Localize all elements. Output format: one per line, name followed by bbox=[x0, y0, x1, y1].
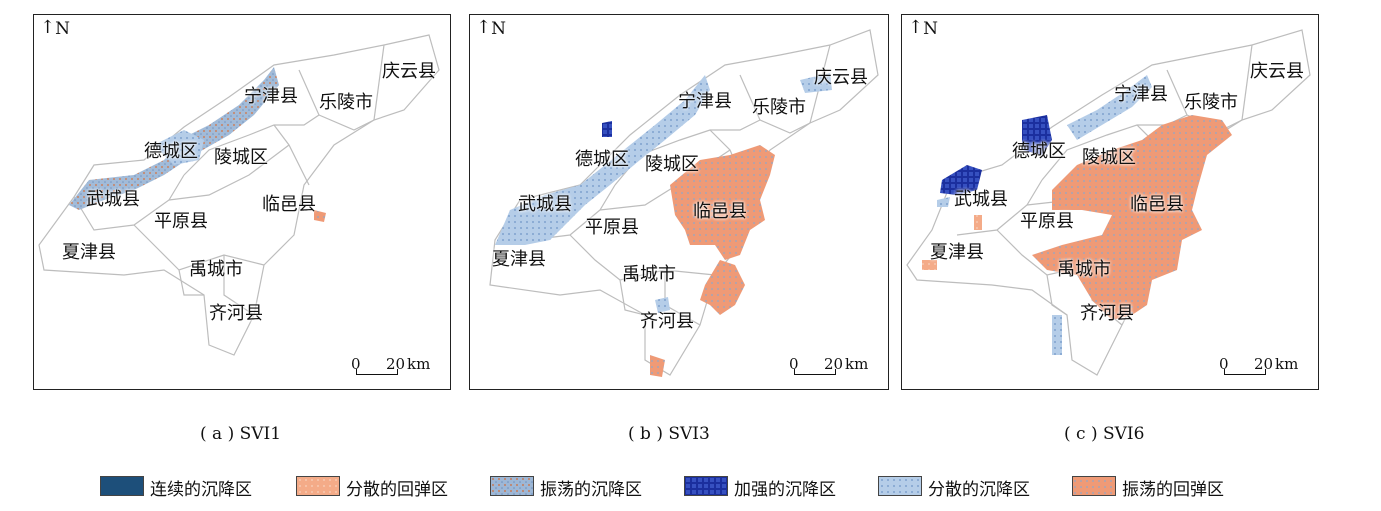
scale-bar: 0 20 km bbox=[786, 355, 876, 379]
county-label-pingyuan: 平原县 bbox=[154, 211, 208, 232]
county-label-xiajin: 夏津县 bbox=[492, 249, 546, 270]
county-label-qihe: 齐河县 bbox=[640, 311, 694, 332]
caption-svi3: ( b ) SVI3 bbox=[628, 424, 710, 444]
county-label-decheng: 德城区 bbox=[575, 149, 629, 170]
county-label-xiajin: 夏津县 bbox=[930, 242, 984, 263]
caption-svi6: ( c ) SVI6 bbox=[1064, 424, 1145, 444]
svi1-regions bbox=[69, 67, 326, 222]
scale-zero: 0 bbox=[789, 355, 799, 373]
legend-label: 振荡的回弹区 bbox=[1122, 480, 1224, 500]
county-label-decheng: 德城区 bbox=[144, 141, 198, 162]
county-label-wucheng: 武城县 bbox=[86, 189, 140, 210]
legend-label: 加强的沉降区 bbox=[734, 480, 836, 500]
map-canvas bbox=[906, 29, 1311, 376]
scale-bar: 0 20 km bbox=[1216, 355, 1306, 379]
county-label-lingcheng: 陵城区 bbox=[214, 147, 268, 168]
county-label-leling: 乐陵市 bbox=[752, 97, 806, 118]
north-arrow-icon: ↑ bbox=[908, 17, 924, 38]
legend-label: 振荡的沉降区 bbox=[540, 480, 642, 500]
scale-unit: km bbox=[407, 355, 431, 373]
svi6-regions bbox=[922, 75, 1232, 355]
county-label-leling: 乐陵市 bbox=[319, 92, 373, 113]
map-panel-svi3: ↑N 庆云县 宁津县 乐陵市 德城区 陵城区 武城县 临邑县 平原县 夏津县 禹… bbox=[469, 14, 889, 390]
legend-swatch bbox=[1072, 476, 1116, 496]
county-label-pingyuan: 平原县 bbox=[585, 217, 639, 238]
legend-swatch bbox=[100, 476, 144, 496]
county-label-lingcheng: 陵城区 bbox=[1082, 147, 1136, 168]
county-label-linyi: 临邑县 bbox=[693, 201, 747, 222]
county-label-wucheng: 武城县 bbox=[518, 194, 572, 215]
county-label-linyi: 临邑县 bbox=[1130, 194, 1184, 215]
map-canvas bbox=[489, 29, 879, 377]
county-label-lingcheng: 陵城区 bbox=[645, 154, 699, 175]
legend: 连续的沉降区 分散的回弹区 振荡的沉降区 加强的沉降区 分散的沉降区 振荡的回弹… bbox=[100, 474, 1260, 500]
scale-bar-line bbox=[356, 369, 398, 375]
county-label-ningjin: 宁津县 bbox=[678, 91, 732, 112]
north-arrow-icon: ↑ bbox=[476, 17, 492, 38]
county-label-leling: 乐陵市 bbox=[1184, 92, 1238, 113]
county-label-pingyuan: 平原县 bbox=[1020, 211, 1074, 232]
map-panel-svi1: ↑N 庆云县 宁津县 乐陵市 德城区 陵城区 武城县 临邑县 平原县 夏津县 禹… bbox=[33, 14, 451, 390]
legend-label: 连续的沉降区 bbox=[150, 480, 252, 500]
county-label-xiajin: 夏津县 bbox=[62, 242, 116, 263]
svi3-regions bbox=[495, 73, 832, 377]
scale-unit: km bbox=[1275, 355, 1299, 373]
scale-bar: 0 20 km bbox=[348, 355, 438, 379]
county-label-decheng: 德城区 bbox=[1012, 141, 1066, 162]
north-arrow: ↑N bbox=[40, 17, 70, 40]
legend-swatch bbox=[684, 476, 728, 496]
north-arrow-icon: ↑ bbox=[40, 17, 56, 38]
county-label-yucheng: 禹城市 bbox=[1057, 259, 1111, 280]
county-label-wucheng: 武城县 bbox=[954, 189, 1008, 210]
caption-svi1: ( a ) SVI1 bbox=[200, 424, 282, 444]
county-label-qingyun: 庆云县 bbox=[1250, 61, 1304, 82]
scale-bar-line bbox=[794, 369, 836, 375]
legend-label: 分散的沉降区 bbox=[928, 480, 1030, 500]
north-arrow: ↑N bbox=[908, 17, 938, 40]
county-label-yucheng: 禹城市 bbox=[189, 259, 243, 280]
map-canvas bbox=[38, 34, 440, 356]
county-label-linyi: 临邑县 bbox=[262, 194, 316, 215]
county-label-ningjin: 宁津县 bbox=[1114, 84, 1168, 105]
legend-swatch bbox=[878, 476, 922, 496]
county-label-qingyun: 庆云县 bbox=[382, 61, 436, 82]
county-label-qihe: 齐河县 bbox=[209, 303, 263, 324]
scale-twenty: 20 bbox=[386, 355, 406, 373]
map-panel-svi6: ↑N 庆云县 宁津县 乐陵市 德城区 陵城区 武城县 临邑县 平原县 夏津县 禹… bbox=[901, 14, 1319, 390]
county-label-qihe: 齐河县 bbox=[1080, 303, 1134, 324]
scale-unit: km bbox=[845, 355, 869, 373]
county-label-yucheng: 禹城市 bbox=[622, 264, 676, 285]
scale-zero: 0 bbox=[351, 355, 361, 373]
legend-swatch bbox=[490, 476, 534, 496]
scale-twenty: 20 bbox=[1254, 355, 1274, 373]
legend-label: 分散的回弹区 bbox=[346, 480, 448, 500]
county-boundaries bbox=[38, 34, 440, 356]
county-label-ningjin: 宁津县 bbox=[244, 86, 298, 107]
north-arrow: ↑N bbox=[476, 17, 506, 40]
legend-swatch bbox=[296, 476, 340, 496]
scale-zero: 0 bbox=[1219, 355, 1229, 373]
scale-bar-line bbox=[1224, 369, 1266, 375]
county-label-qingyun: 庆云县 bbox=[814, 67, 868, 88]
scale-twenty: 20 bbox=[824, 355, 844, 373]
